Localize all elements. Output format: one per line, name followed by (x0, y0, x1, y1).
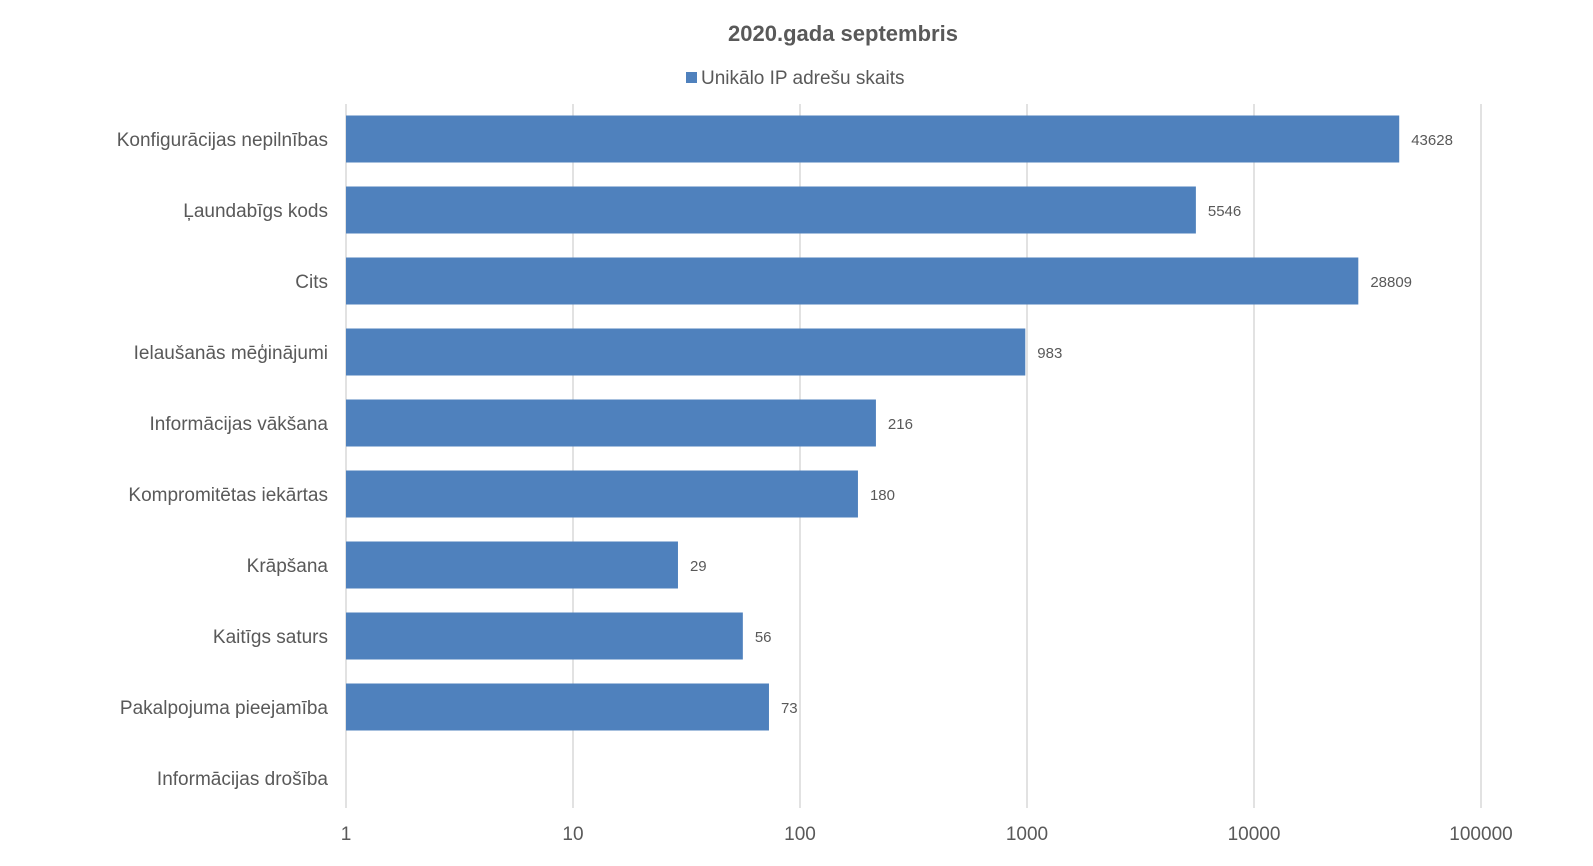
category-label: Krāpšana (247, 556, 329, 577)
x-tick-label: 10 (562, 824, 583, 845)
bar (346, 612, 743, 660)
bar (346, 470, 858, 518)
bar (346, 541, 678, 589)
chart-title: 2020.gada septembris (728, 21, 958, 46)
data-label: 43628 (1411, 132, 1453, 149)
category-label: Ielaušanās mēģinājumi (134, 343, 328, 364)
category-label: Konfigurācijas nepilnības (117, 130, 328, 151)
x-tick-label: 10000 (1228, 824, 1281, 845)
bar (346, 257, 1359, 305)
bar (346, 115, 1400, 163)
bar (346, 186, 1196, 234)
bar (346, 328, 1026, 376)
x-axis-tick-labels: 1 10 100 1000 10000 100000 (341, 824, 1513, 845)
x-tick-label: 100000 (1449, 824, 1512, 845)
bar (346, 399, 876, 447)
x-tick-label: 1000 (1006, 824, 1048, 845)
data-label: 5546 (1208, 203, 1241, 220)
category-label: Cits (295, 272, 328, 293)
category-label: Kaitīgs saturs (213, 627, 328, 648)
category-label: Kompromitētas iekārtas (128, 485, 328, 506)
data-label: 28809 (1370, 274, 1412, 291)
data-label: 180 (870, 487, 895, 504)
data-label: 56 (755, 629, 772, 646)
data-label: 73 (781, 700, 798, 717)
legend: Unikālo IP adrešu skaits (686, 68, 904, 89)
data-label: 216 (888, 416, 913, 433)
data-label: 29 (690, 558, 707, 575)
x-tick-label: 100 (784, 824, 816, 845)
category-label: Pakalpojuma pieejamība (120, 698, 329, 719)
bars (346, 115, 1400, 731)
x-tick-label: 1 (341, 824, 352, 845)
data-labels: 43628 5546 28809 983 216 180 29 56 73 (690, 132, 1453, 717)
legend-label: Unikālo IP adrešu skaits (701, 68, 904, 89)
category-label: Ļaundabīgs kods (183, 201, 328, 222)
category-label: Informācijas vākšana (150, 414, 329, 435)
category-label: Informācijas drošība (157, 769, 329, 790)
category-labels: Konfigurācijas nepilnības Ļaundabīgs kods… (117, 130, 329, 790)
bar (346, 683, 769, 731)
data-label: 983 (1037, 345, 1062, 362)
legend-swatch (686, 72, 697, 83)
